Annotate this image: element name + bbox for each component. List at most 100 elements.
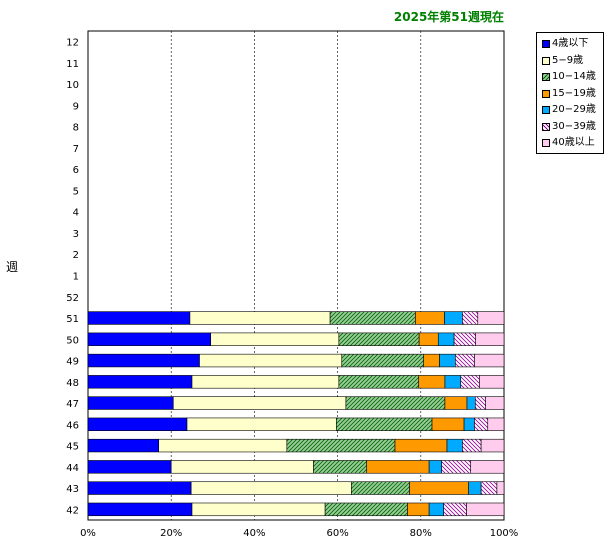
legend-label: 4歳以下 xyxy=(552,38,589,49)
legend-swatch xyxy=(542,40,550,48)
y-axis-label: 週 xyxy=(6,260,19,274)
bar-segment xyxy=(496,481,505,495)
bar-segment xyxy=(189,311,331,325)
bar-segment xyxy=(418,332,439,346)
bar-segment xyxy=(474,417,489,432)
legend-label: 10−14歳 xyxy=(552,71,596,82)
y-tick-label: 8 xyxy=(73,123,79,134)
bar-segment xyxy=(191,375,340,389)
bar-segment xyxy=(87,502,193,517)
bar-segment xyxy=(443,502,467,517)
bar-segment xyxy=(286,438,396,453)
bar-segment xyxy=(444,311,463,325)
bar-segment xyxy=(480,481,498,495)
bar-segment xyxy=(418,375,446,389)
legend-swatch xyxy=(542,106,550,114)
y-tick-label: 7 xyxy=(73,144,79,155)
legend-label: 40歳以上 xyxy=(552,137,595,148)
y-tick-label: 5 xyxy=(73,186,79,197)
y-tick-label: 9 xyxy=(73,101,79,112)
bar-segment xyxy=(210,332,340,346)
y-tick-label: 46 xyxy=(66,420,79,431)
bar-segment xyxy=(87,375,193,389)
bar-segment xyxy=(338,332,420,346)
bar-segment xyxy=(444,396,468,410)
bar-segment xyxy=(366,460,430,474)
bar-segment xyxy=(428,502,444,517)
bar-segment xyxy=(336,417,433,432)
chart-title: 2025年第51週現在 xyxy=(393,10,504,24)
bar-segment xyxy=(186,417,337,432)
bar-segment xyxy=(313,460,368,474)
bar-segment xyxy=(190,481,352,495)
bar-segment xyxy=(407,502,430,517)
bar-segment xyxy=(463,417,475,432)
bar-segment xyxy=(462,438,482,453)
bar-segment xyxy=(446,438,463,453)
bar-segment xyxy=(87,396,174,410)
bar-segment xyxy=(487,417,505,432)
bar-segment xyxy=(87,481,192,495)
legend-item: 30−39歳 xyxy=(542,121,596,133)
bar-segment xyxy=(470,460,505,474)
x-tick-label: 60% xyxy=(326,528,348,539)
x-tick-label: 20% xyxy=(160,528,182,539)
bar-segment xyxy=(460,375,480,389)
bar-segment xyxy=(191,502,326,517)
bar-segment xyxy=(338,375,420,389)
bar-segment xyxy=(444,375,462,389)
legend-label: 5−9歳 xyxy=(552,54,584,66)
bar-segment xyxy=(324,502,408,517)
x-tick-label: 80% xyxy=(410,528,432,539)
x-tick-label: 100% xyxy=(490,528,519,539)
bar-segment xyxy=(431,417,465,432)
bar-segment xyxy=(341,353,425,368)
bar-segment xyxy=(351,481,410,495)
bar-segment xyxy=(199,353,343,368)
bar-segment xyxy=(480,438,505,453)
bar-segment xyxy=(87,353,200,368)
y-tick-label: 43 xyxy=(66,484,79,495)
y-tick-label: 47 xyxy=(66,399,79,410)
y-tick-label: 51 xyxy=(66,314,79,325)
legend-swatch xyxy=(542,139,550,147)
y-tick-label: 12 xyxy=(66,38,79,49)
bar-segment xyxy=(453,332,477,346)
y-tick-label: 42 xyxy=(66,505,79,516)
legend: 4歳以下 5−9歳 10−14歳 15−19歳 20−29歳 30−39歳 40歳以上 xyxy=(536,32,604,154)
y-tick-label: 45 xyxy=(66,442,79,453)
bar-segment xyxy=(439,353,456,368)
y-tick-label: 52 xyxy=(66,293,79,304)
legend-label: 20−29歳 xyxy=(552,104,596,115)
bar-segment xyxy=(423,353,440,368)
bar-segment xyxy=(441,460,472,474)
legend-item: 40歳以上 xyxy=(542,137,595,149)
bar-segment xyxy=(475,332,505,346)
bar-segment xyxy=(415,311,445,325)
y-tick-label: 10 xyxy=(66,80,79,91)
legend-item: 5−9歳 xyxy=(542,55,583,67)
plot-area xyxy=(87,30,505,521)
bar-segment xyxy=(409,481,469,495)
y-tick-label: 3 xyxy=(73,229,79,240)
bar-segment xyxy=(485,396,505,410)
legend-swatch xyxy=(542,122,550,131)
bar-segment xyxy=(474,353,505,368)
legend-item: 10−14歳 xyxy=(542,71,596,83)
bar-segment xyxy=(474,396,486,410)
y-tick-label: 50 xyxy=(66,335,79,346)
bar-segment xyxy=(158,438,288,453)
bar-segment xyxy=(170,460,314,474)
legend-item: 20−29歳 xyxy=(542,104,596,116)
bar-segment xyxy=(466,396,476,410)
bar-segment xyxy=(172,396,347,410)
y-tick-label: 44 xyxy=(66,463,79,474)
y-tick-label: 1 xyxy=(73,272,79,283)
bar-segment xyxy=(462,311,479,325)
y-tick-label: 48 xyxy=(66,378,79,389)
y-tick-label: 11 xyxy=(66,59,79,70)
bar-segment xyxy=(466,502,505,517)
bar-segment xyxy=(329,311,416,325)
